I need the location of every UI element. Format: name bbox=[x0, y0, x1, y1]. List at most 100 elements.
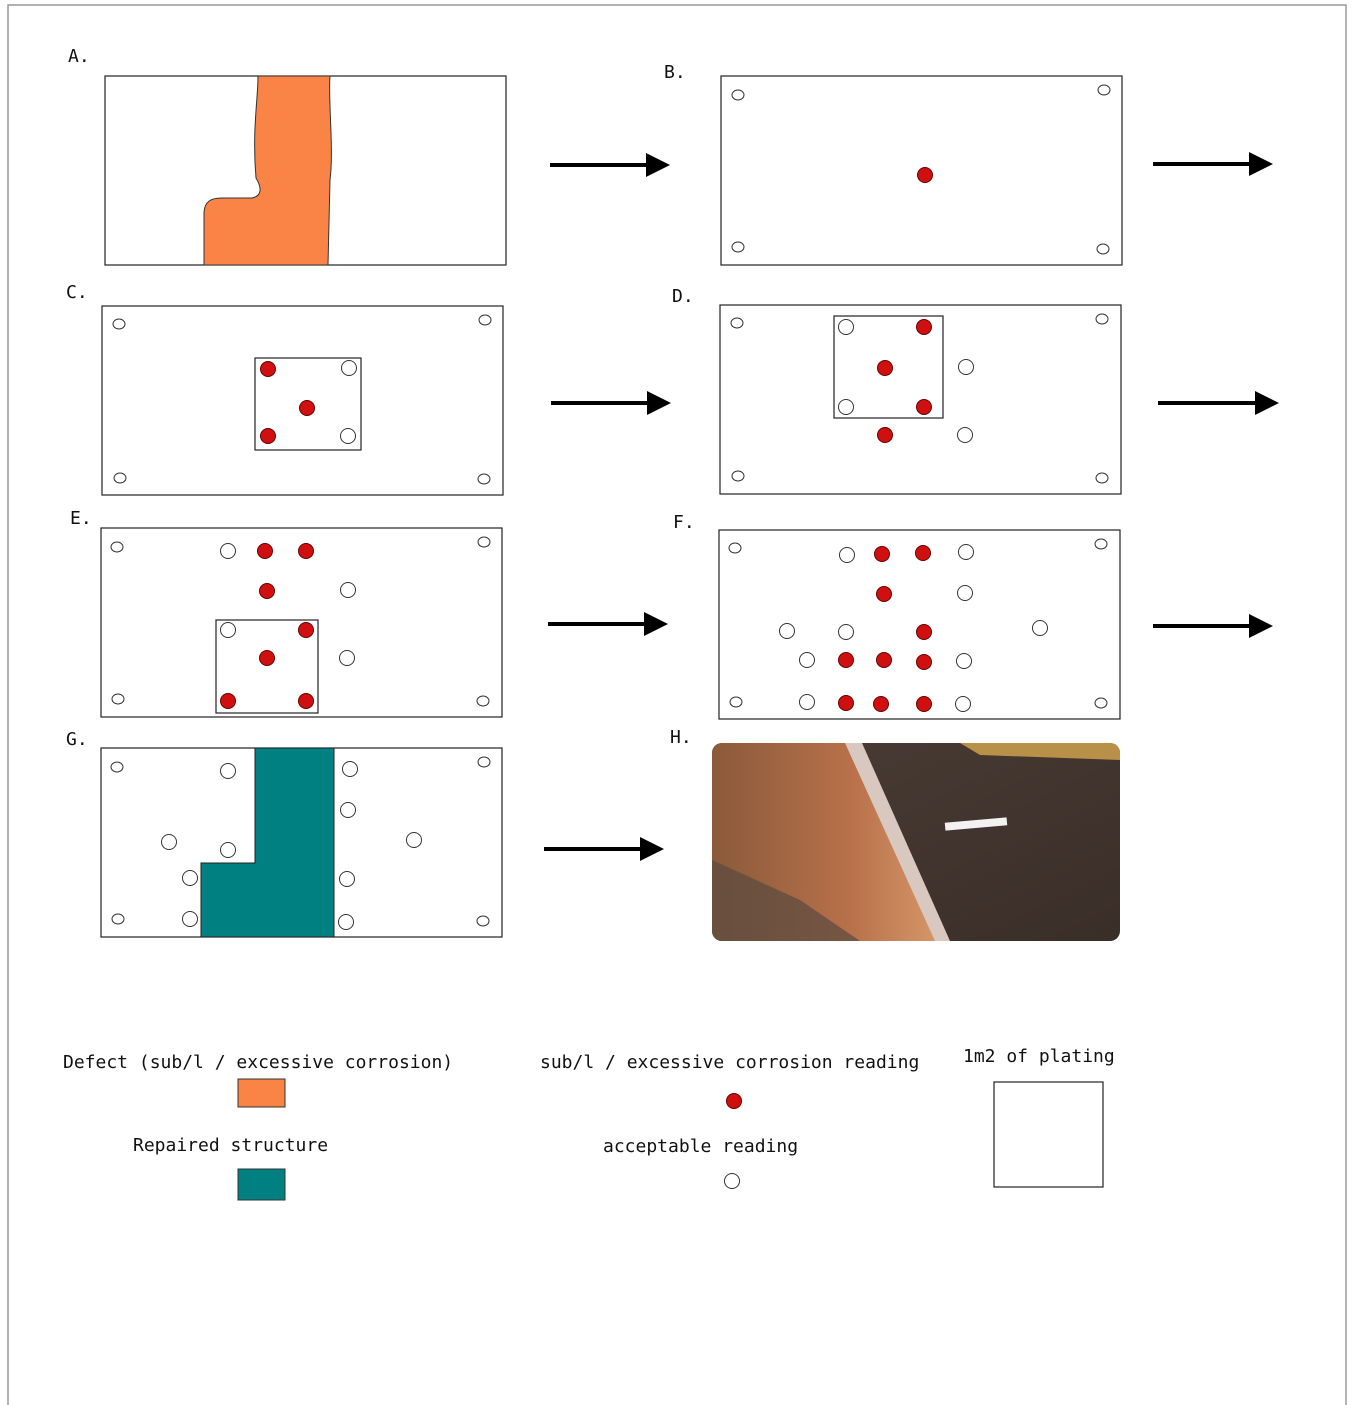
acceptable-reading bbox=[958, 428, 973, 443]
panel-label: B. bbox=[664, 62, 686, 83]
corner-reading bbox=[114, 473, 126, 483]
panel-label: D. bbox=[672, 286, 694, 307]
corner-reading bbox=[1095, 698, 1107, 708]
corner-reading bbox=[1096, 473, 1108, 483]
acceptable-reading bbox=[221, 623, 236, 638]
panel-label: H. bbox=[670, 727, 692, 748]
bad-reading bbox=[918, 168, 933, 183]
acceptable-reading bbox=[839, 320, 854, 335]
corner-reading bbox=[478, 474, 490, 484]
acceptable-reading bbox=[800, 695, 815, 710]
legend-text: 1m2 of plating bbox=[963, 1046, 1115, 1067]
bad-reading bbox=[261, 429, 276, 444]
panel-label: C. bbox=[66, 282, 88, 303]
corner-reading bbox=[111, 762, 123, 772]
acceptable-reading bbox=[959, 545, 974, 560]
acceptable-reading bbox=[342, 361, 357, 376]
acceptable-reading bbox=[956, 697, 971, 712]
bad-reading bbox=[917, 655, 932, 670]
corner-reading bbox=[113, 319, 125, 329]
bad-reading bbox=[874, 697, 889, 712]
panel-label: E. bbox=[70, 508, 92, 529]
bad-reading bbox=[878, 428, 893, 443]
legend-text: Defect (sub/l / excessive corrosion) bbox=[63, 1052, 453, 1073]
bad-reading bbox=[258, 544, 273, 559]
acceptable-reading bbox=[958, 586, 973, 601]
bad-reading bbox=[875, 547, 890, 562]
corner-reading bbox=[1097, 244, 1109, 254]
bad-reading bbox=[877, 653, 892, 668]
acceptable-reading bbox=[339, 915, 354, 930]
bad-reading bbox=[299, 544, 314, 559]
corner-reading bbox=[1096, 314, 1108, 324]
bad-reading bbox=[917, 400, 932, 415]
acceptable-reading bbox=[162, 835, 177, 850]
acceptable-reading bbox=[839, 625, 854, 640]
corner-reading bbox=[477, 916, 489, 926]
acceptable-reading bbox=[407, 833, 422, 848]
corner-reading bbox=[112, 694, 124, 704]
legend-plating-box bbox=[994, 1082, 1103, 1187]
acceptable-reading bbox=[221, 764, 236, 779]
bad-reading bbox=[299, 623, 314, 638]
legend-swatch bbox=[238, 1079, 285, 1107]
bad-reading bbox=[839, 696, 854, 711]
bad-reading bbox=[260, 651, 275, 666]
acceptable-reading bbox=[340, 872, 355, 887]
acceptable-reading bbox=[341, 583, 356, 598]
acceptable-reading bbox=[780, 624, 795, 639]
bad-reading bbox=[917, 697, 932, 712]
bad-reading bbox=[917, 625, 932, 640]
legend-swatch bbox=[238, 1169, 285, 1200]
corner-reading bbox=[730, 697, 742, 707]
panel-label: A. bbox=[68, 46, 90, 67]
acceptable-reading bbox=[343, 762, 358, 777]
corner-reading bbox=[1095, 539, 1107, 549]
bad-reading bbox=[839, 653, 854, 668]
acceptable-reading bbox=[959, 360, 974, 375]
corner-reading bbox=[111, 542, 123, 552]
corner-reading bbox=[478, 757, 490, 767]
legend-dot bbox=[727, 1094, 742, 1109]
legend-dot bbox=[725, 1174, 740, 1189]
acceptable-reading bbox=[341, 803, 356, 818]
corner-reading bbox=[731, 318, 743, 328]
acceptable-reading bbox=[800, 653, 815, 668]
corner-reading bbox=[732, 90, 744, 100]
panel-label: G. bbox=[66, 729, 88, 750]
corner-reading bbox=[732, 471, 744, 481]
acceptable-reading bbox=[221, 544, 236, 559]
bad-reading bbox=[299, 694, 314, 709]
bad-reading bbox=[916, 546, 931, 561]
panel-label: F. bbox=[673, 512, 695, 533]
acceptable-reading bbox=[183, 871, 198, 886]
acceptable-reading bbox=[340, 651, 355, 666]
corner-reading bbox=[729, 543, 741, 553]
bad-reading bbox=[221, 694, 236, 709]
corner-reading bbox=[479, 315, 491, 325]
panel-c bbox=[102, 306, 503, 495]
corner-reading bbox=[477, 696, 489, 706]
corner-reading bbox=[112, 914, 124, 924]
acceptable-reading bbox=[840, 548, 855, 563]
acceptable-reading bbox=[839, 400, 854, 415]
panel-a bbox=[105, 76, 506, 265]
legend-text: acceptable reading bbox=[603, 1136, 798, 1157]
bad-reading bbox=[877, 587, 892, 602]
legend: Defect (sub/l / excessive corrosion) Rep… bbox=[63, 1046, 1115, 1200]
acceptable-reading bbox=[221, 843, 236, 858]
diagram: A. B. C. D. E. F. G. H. Defect (sub/l / … bbox=[0, 0, 1352, 1405]
corner-reading bbox=[732, 242, 744, 252]
bad-reading bbox=[260, 584, 275, 599]
panel-h-photo bbox=[712, 743, 1120, 941]
bad-reading bbox=[917, 320, 932, 335]
acceptable-reading bbox=[1033, 621, 1048, 636]
legend-text: sub/l / excessive corrosion reading bbox=[540, 1052, 919, 1073]
bad-reading bbox=[261, 362, 276, 377]
acceptable-reading bbox=[341, 429, 356, 444]
bad-reading bbox=[878, 361, 893, 376]
acceptable-reading bbox=[957, 654, 972, 669]
acceptable-reading bbox=[183, 912, 198, 927]
corner-reading bbox=[478, 537, 490, 547]
bad-reading bbox=[300, 401, 315, 416]
